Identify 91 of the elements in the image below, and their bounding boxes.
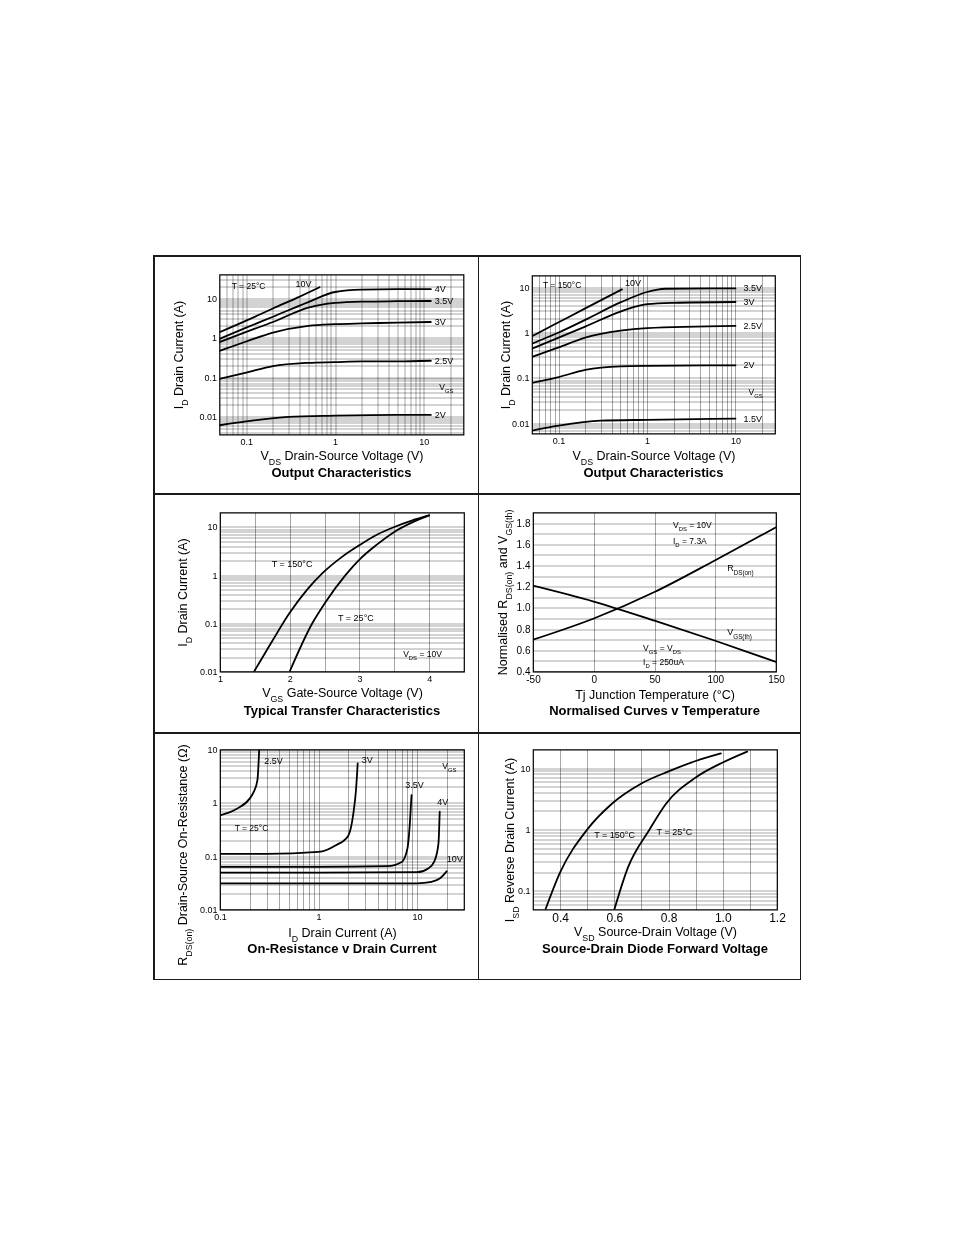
series-label: 2V [743,359,755,370]
x-tick-label: 1 [332,436,338,447]
y-tick-label: 1 [211,332,217,343]
y-tick-label: 1 [211,570,217,581]
x-tick-label: 0 [591,673,598,685]
annotation: V$_{DS}$ = 10V [672,519,712,532]
text: Source-Drain Diode Forward Voltage [542,940,768,955]
y-tick-label: 1 [525,824,531,835]
x-axis-title: V$_{SD}$ Source-Drain Voltage (V) [573,924,738,943]
y-tick-label: 0.1 [203,372,217,383]
series-label: R$_{DS(on)}$ [727,562,754,577]
x-tick-label: 0.4 [552,910,570,925]
text: Output Characteristics [270,464,412,479]
y-tick-label: 0.1 [517,885,531,896]
y-tick-label: 0.1 [204,618,217,629]
y-tick-label: 10 [206,522,217,532]
annotation: V$_{GS}$ [441,760,457,772]
y-tick-label: 10 [519,282,530,293]
series-label: 1.5V [743,413,762,424]
y-tick-label: 1.0 [516,601,531,613]
x-tick-label: 150 [768,673,786,685]
series-label: 3V [434,316,446,327]
x-tick-label: 0.1 [552,435,566,446]
annotation: T = 25°C [231,280,265,291]
series-label: 2V [434,409,446,420]
x-tick-label: 0.1 [239,436,253,447]
y-tick-label: 0.8 [516,623,531,635]
text: Typical Transfer Characteristics [243,702,440,717]
x-axis-title: Tj Junction Temperature (°C) [575,687,735,702]
annotation: V$_{GS}$ = V$_{DS}$ [643,642,681,655]
x-tick-label: 1.0 [714,910,732,925]
x-tick-label: 10 [730,435,741,446]
y-tick-label: 1.2 [516,580,531,592]
x-tick-label: 0.6 [606,910,624,925]
x-axis-title: V$_{DS}$ Drain-Source Voltage (V) [572,448,736,467]
y-tick-label: 1.6 [516,538,531,550]
x-tick-label: 10 [418,436,429,447]
series-label: 4V [434,283,446,294]
x-tick-label: 10 [412,911,423,922]
y-tick-label: 1 [211,797,217,808]
x-tick-label: 4 [426,673,432,684]
y-tick-label: 0.1 [516,372,530,383]
series-label: 3.5V [404,779,424,790]
x-axis-title: V$_{DS}$ Drain-Source Voltage (V) [259,448,424,467]
series-label: T = 150°C [594,829,636,839]
x-tick-label: 3 [356,673,362,684]
text: Output Characteristics [583,464,724,479]
series-label: 4V [436,796,448,807]
series-label: 10V [446,853,463,864]
series-label: T = 25°C [337,612,374,623]
y-tick-label: 10 [520,763,531,774]
series-label: 2.5V [263,755,283,765]
series-label: 3V [361,754,373,765]
annotation: T = 150°C [542,279,582,290]
x-axis-title: V$_{GS}$ Gate-Source Voltage (V) [261,685,423,704]
x-tick-label: 1 [645,435,651,446]
series-label: 3.5V [434,295,453,306]
annotation: I$_{D}$ = 250uA [643,656,685,669]
series-label: V$_{GS(th)}$ [727,626,752,640]
y-tick-label: 0.6 [516,644,531,656]
annotation: I$_{D}$ = 7.3A [672,535,708,548]
x-tick-label: 1.2 [769,910,787,925]
y-tick-label: 10 [206,744,217,755]
y-tick-label: 0.01 [199,666,217,677]
annotation: V$_{DS}$ = 10V [402,648,442,661]
series-label: T = 25°C [656,826,693,836]
y-tick-label: 1.4 [516,559,531,571]
y-tick-label: 0.01 [511,418,530,429]
y-tick-label: 1.8 [516,517,531,529]
x-tick-label: -50 [526,673,542,685]
series-label: 3.5V [743,282,762,293]
series-label: 2.5V [434,355,453,366]
y-tick-label: 0.1 [204,851,217,862]
y-tick-label: 1 [524,327,530,338]
series-label: T = 150°C [271,558,313,569]
x-tick-label: 1 [315,911,322,922]
series-label: 10V [624,277,641,288]
annotation: V$_{GS}$ [438,381,454,393]
x-tick-label: 50 [649,673,661,685]
y-tick-label: 0.01 [198,411,217,422]
x-tick-label: 2 [287,673,293,684]
y-tick-label: 10 [206,293,217,304]
text: Normalised Curves v Temperature [549,702,760,717]
annotation: T = 25°C [234,822,268,833]
x-tick-label: 0.8 [660,910,678,925]
series-label: 2.5V [743,320,762,331]
annotation: V$_{GS}$ [748,386,763,399]
series-label: 3V [743,296,755,307]
x-tick-label: 100 [707,673,725,685]
series-label: 10V [295,278,312,289]
y-tick-label: 0.01 [199,904,217,915]
